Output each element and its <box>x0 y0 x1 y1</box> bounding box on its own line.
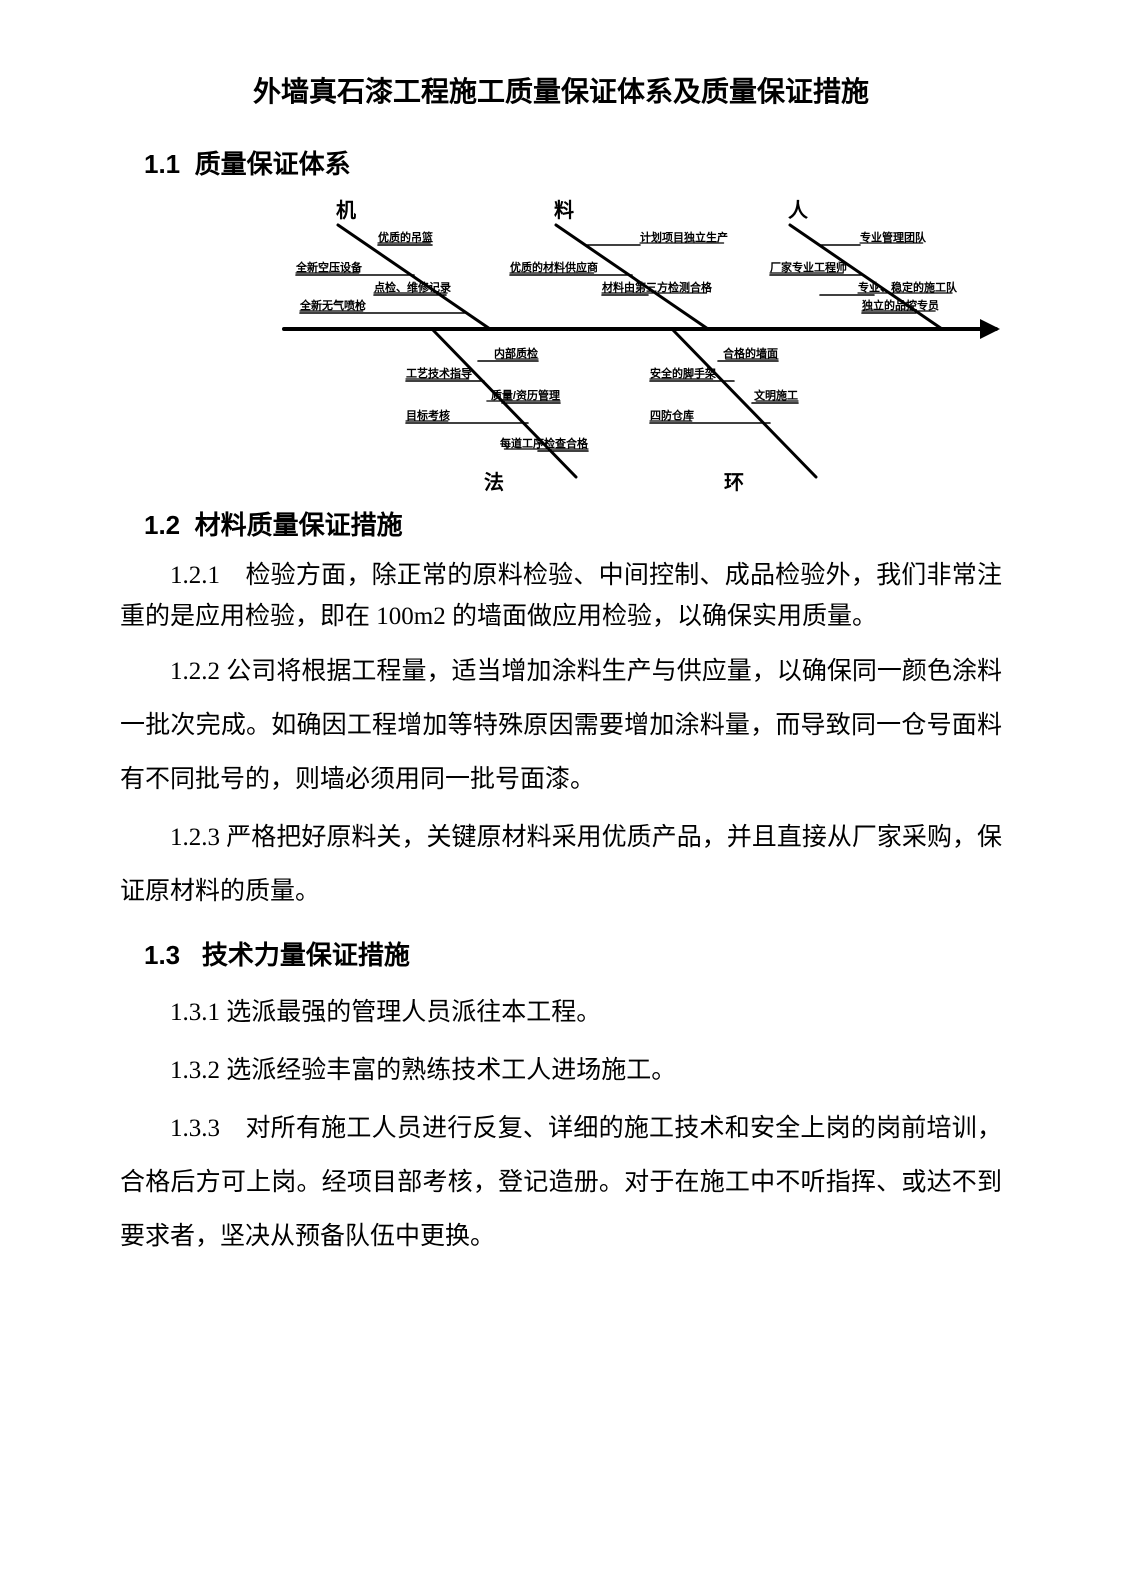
document-title: 外墙真石漆工程施工质量保证体系及质量保证措施 <box>120 70 1002 110</box>
svg-text:机: 机 <box>336 198 356 222</box>
heading-number: 1.2 <box>144 510 180 540</box>
heading-1-2: 1.2 材料质量保证措施 <box>144 505 1002 542</box>
svg-text:合格的墙面: 合格的墙面 <box>723 346 778 360</box>
svg-text:点检、维修记录: 点检、维修记录 <box>374 280 451 294</box>
svg-text:厂家专业工程师: 厂家专业工程师 <box>770 260 847 274</box>
svg-text:工艺技术指导: 工艺技术指导 <box>406 366 472 380</box>
fishbone-diagram-container: 机 料 人法 环 优质的吊篮全新空压设备点检、维修记录全新无气喷枪 计划项目独立生产优质的… <box>280 195 1000 495</box>
paragraph-1-3-3: 1.3.3 对所有施工人员进行反复、详细的施工技术和安全上岗的岗前培训，合格后方… <box>120 1102 1002 1264</box>
svg-text:每道工序检查合格: 每道工序检查合格 <box>500 436 589 450</box>
heading-1-1: 1.1 质量保证体系 <box>144 144 1002 181</box>
svg-text:优质的吊篮: 优质的吊篮 <box>378 230 433 244</box>
svg-text:四防仓库: 四防仓库 <box>650 408 694 422</box>
heading-label: 质量保证体系 <box>195 149 351 179</box>
svg-text:计划项目独立生产: 计划项目独立生产 <box>640 230 728 244</box>
svg-text:法: 法 <box>484 470 504 494</box>
svg-text:文明施工: 文明施工 <box>754 388 798 402</box>
svg-text:人: 人 <box>788 199 809 222</box>
svg-text:专业管理团队: 专业管理团队 <box>860 230 927 244</box>
heading-number: 1.3 <box>144 940 180 970</box>
svg-text:独立的品控专员: 独立的品控专员 <box>861 298 939 312</box>
paragraph-1-2-1: 1.2.1 检验方面，除正常的原料检验、中间控制、成品检验外，我们非常注重的是应… <box>120 556 1002 637</box>
paragraph-1-3-2: 1.3.2 选派经验丰富的熟练技术工人进场施工。 <box>120 1044 1002 1098</box>
svg-text:安全的脚手架: 安全的脚手架 <box>650 366 716 380</box>
svg-text:质量/资历管理: 质量/资历管理 <box>491 388 560 402</box>
svg-text:全新空压设备: 全新空压设备 <box>295 260 363 274</box>
svg-text:优质的材料供应商: 优质的材料供应商 <box>510 260 598 274</box>
svg-text:专业、稳定的施工队: 专业、稳定的施工队 <box>858 280 958 294</box>
paragraph-1-2-3: 1.2.3 严格把好原料关，关键原材料采用优质产品，并且直接从厂家采购，保证原材… <box>120 811 1002 919</box>
svg-text:内部质检: 内部质检 <box>494 346 538 360</box>
page-container: 外墙真石漆工程施工质量保证体系及质量保证措施 1.1 质量保证体系 机 料 人法 环 优… <box>0 0 1122 1586</box>
fishbone-diagram: 机 料 人法 环 优质的吊篮全新空压设备点检、维修记录全新无气喷枪 计划项目独立生产优质的… <box>280 195 1000 495</box>
heading-label: 材料质量保证措施 <box>195 510 403 540</box>
heading-label: 技术力量保证措施 <box>202 940 410 970</box>
heading-1-3: 1.3 技术力量保证措施 <box>144 935 1002 972</box>
svg-text:材料由第三方检测合格: 材料由第三方检测合格 <box>602 280 713 294</box>
paragraph-1-3-1: 1.3.1 选派最强的管理人员派往本工程。 <box>120 986 1002 1040</box>
svg-text:目标考核: 目标考核 <box>406 408 450 422</box>
svg-text:环: 环 <box>724 472 744 494</box>
paragraph-1-2-2: 1.2.2 公司将根据工程量，适当增加涂料生产与供应量，以确保同一颜色涂料一批次… <box>120 645 1002 807</box>
svg-text:料: 料 <box>554 199 574 222</box>
svg-text:全新无气喷枪: 全新无气喷枪 <box>299 298 366 312</box>
heading-number: 1.1 <box>144 149 180 179</box>
